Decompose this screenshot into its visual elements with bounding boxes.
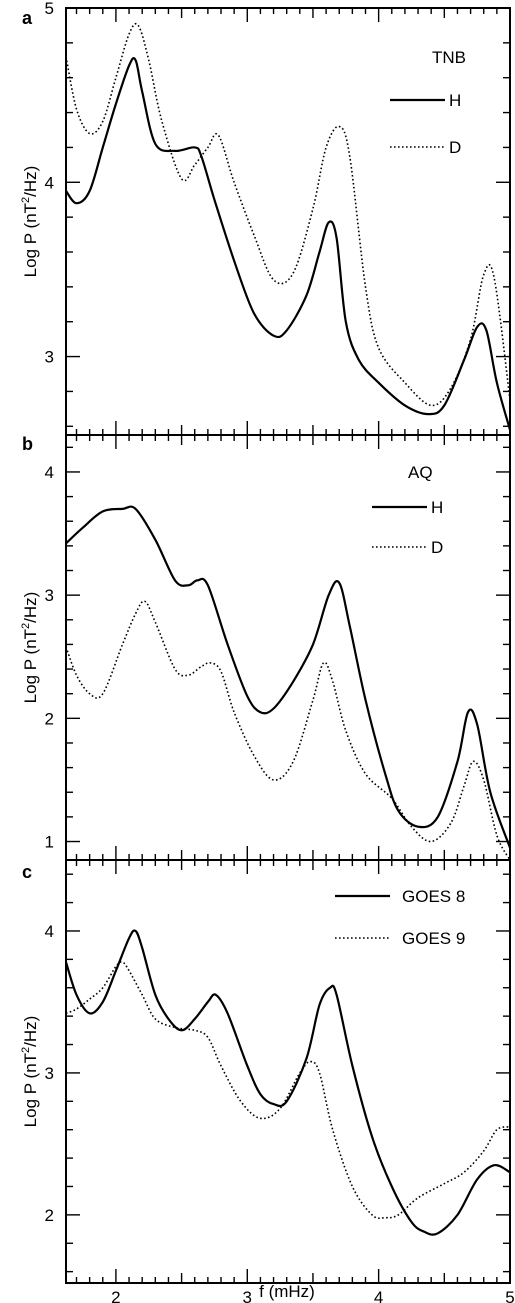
y-axis-title-tail: /Hz) — [21, 592, 40, 623]
legend-label: GOES 9 — [402, 929, 465, 948]
y-axis-title: Log P (nT2/Hz) — [20, 1016, 40, 1128]
y-tick-label: 4 — [45, 173, 54, 192]
legend-label: D — [431, 538, 443, 557]
y-tick-label: 4 — [45, 922, 54, 941]
x-tick-label: 4 — [374, 1288, 383, 1303]
legend-label: H — [431, 498, 443, 517]
x-tick-label: 5 — [505, 1288, 514, 1303]
series-line-h — [66, 57, 510, 431]
y-tick-label: 2 — [45, 709, 54, 728]
y-tick-label: 3 — [45, 586, 54, 605]
y-axis-title-tail: /Hz) — [21, 166, 40, 197]
y-axis-title-sup: 2 — [20, 197, 32, 203]
panel-frame — [65, 434, 511, 861]
x-axis-label: f (mHz) — [259, 1282, 315, 1301]
series-line-goes-9 — [66, 961, 510, 1220]
legend-label: GOES 8 — [402, 887, 465, 906]
y-axis-title-sup: 2 — [20, 1047, 32, 1053]
panel-label: a — [22, 8, 33, 28]
y-tick-label: 1 — [45, 833, 54, 852]
legend-title: AQ — [408, 463, 433, 482]
y-axis-title: Log P (nT2/Hz) — [20, 592, 40, 704]
x-tick-label: 2 — [111, 1288, 120, 1303]
y-tick-label: 4 — [45, 463, 54, 482]
y-axis-title-main: Log P (nT — [21, 629, 40, 703]
legend-title: TNB — [432, 48, 466, 67]
y-tick-label: 2 — [45, 1206, 54, 1225]
series-line-d — [66, 22, 510, 407]
panel-a: 3 4 5 Log P (nT2/Hz) a TNB H D — [20, 0, 511, 436]
panel-label: c — [22, 862, 32, 882]
y-axis-title-tail: /Hz) — [21, 1016, 40, 1047]
legend-label: D — [449, 138, 461, 157]
series-line-h — [66, 505, 510, 849]
y-axis-title-sup: 2 — [20, 623, 32, 629]
y-tick-label: 5 — [45, 0, 54, 18]
y-tick-label: 3 — [45, 1064, 54, 1083]
panel-label: b — [22, 434, 33, 454]
legend-label: H — [449, 91, 461, 110]
panel-frame — [65, 859, 511, 1284]
y-axis-title: Log P (nT2/Hz) — [20, 166, 40, 278]
y-axis-title-main: Log P (nT — [21, 203, 40, 277]
series-line-goes-8 — [66, 929, 510, 1236]
series-line-d — [66, 600, 510, 860]
x-tick-label: 3 — [243, 1288, 252, 1303]
y-axis-title-main: Log P (nT — [21, 1053, 40, 1127]
panel-frame — [65, 7, 511, 436]
y-tick-label: 3 — [45, 348, 54, 367]
